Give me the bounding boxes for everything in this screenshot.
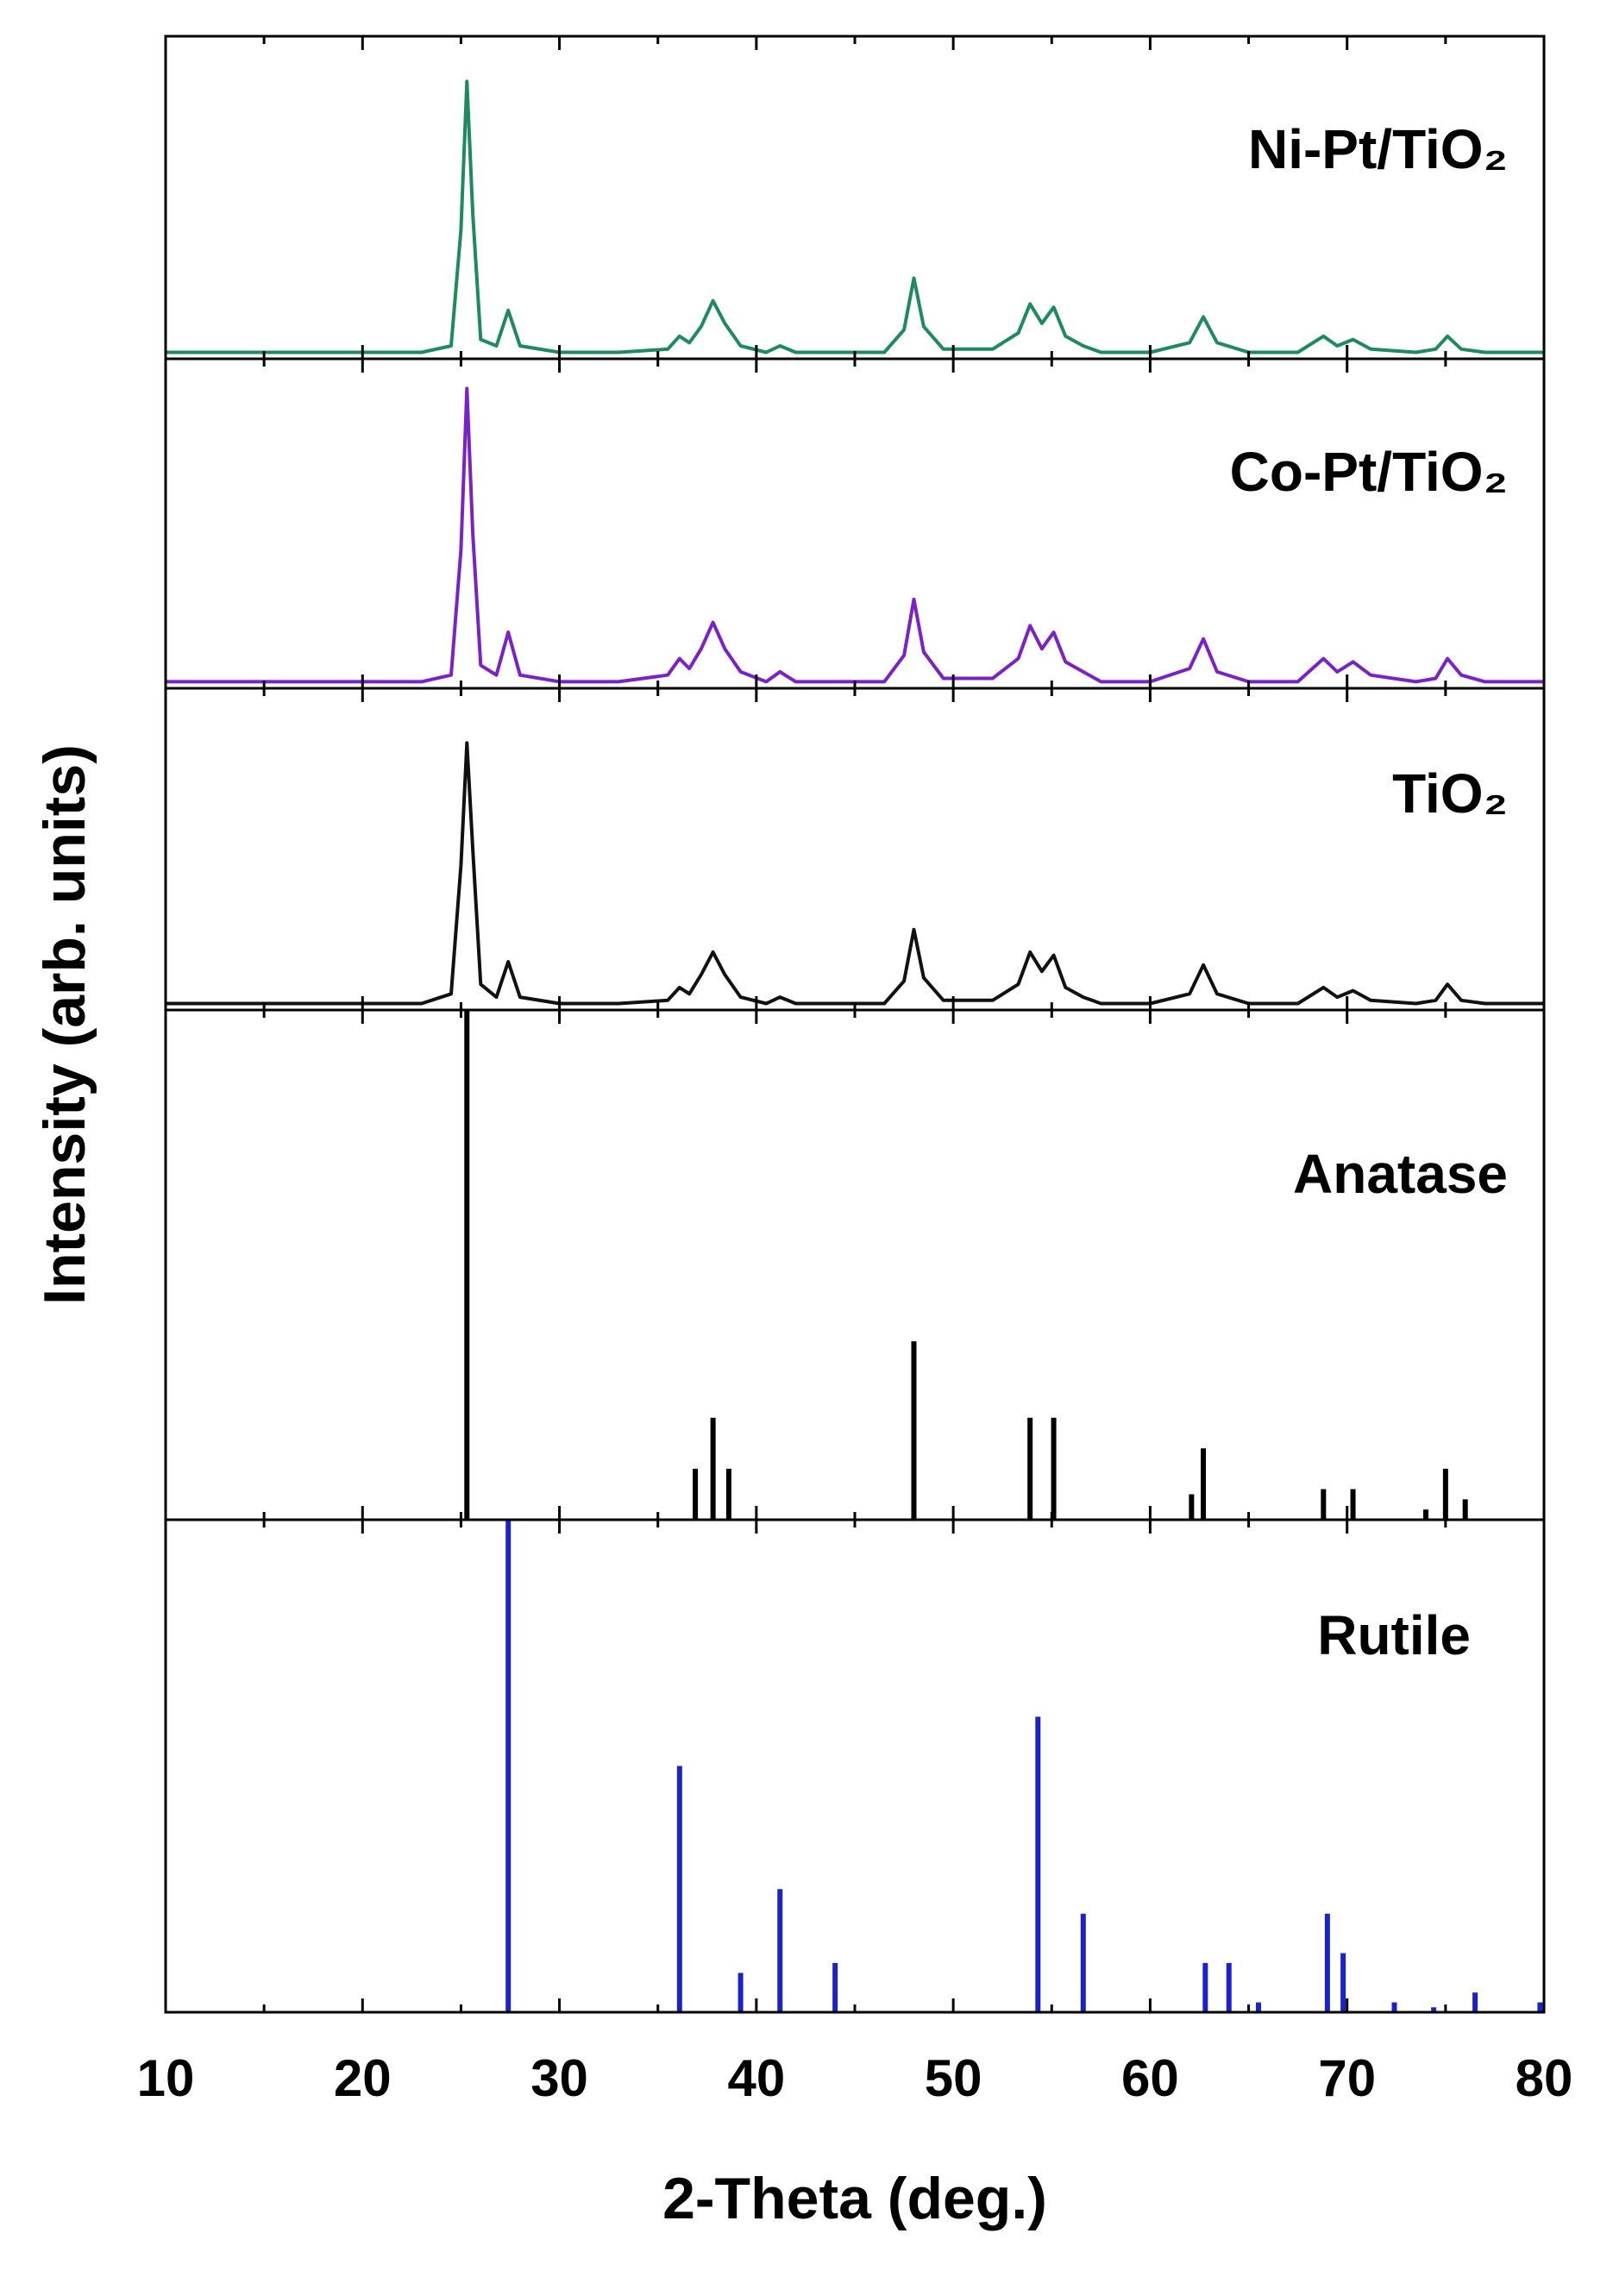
x-tick-label: 40 — [727, 2049, 785, 2107]
panel-label: TiO₂ — [1392, 762, 1508, 825]
panel-label: Ni-Pt/TiO₂ — [1248, 118, 1508, 180]
x-tick-label: 60 — [1121, 2049, 1179, 2107]
spectrum-line — [166, 386, 1544, 684]
x-tick-label: 20 — [334, 2049, 392, 2107]
y-axis-title: Intensity (arb. units) — [32, 744, 97, 1305]
x-tick-label: 10 — [137, 2049, 195, 2107]
panel-label: Co-Pt/TiO₂ — [1230, 441, 1508, 503]
plot-frame — [164, 35, 1546, 2014]
spectrum-line — [166, 741, 1544, 1006]
panel-label: Anatase — [1293, 1143, 1508, 1205]
x-tick-label: 80 — [1516, 2049, 1573, 2107]
x-axis-title: 2-Theta (deg.) — [662, 2166, 1047, 2231]
x-tick-label: 70 — [1318, 2049, 1376, 2107]
spectrum-line — [166, 79, 1544, 354]
panel-label: Rutile — [1317, 1604, 1471, 1666]
x-tick-label: 50 — [925, 2049, 982, 2107]
x-tick-label: 30 — [530, 2049, 588, 2107]
